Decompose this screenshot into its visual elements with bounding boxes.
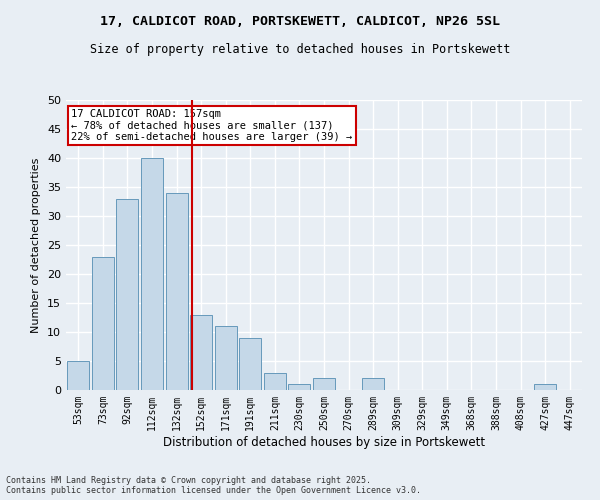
Bar	[264, 372, 286, 390]
Text: 17, CALDICOT ROAD, PORTSKEWETT, CALDICOT, NP26 5SL: 17, CALDICOT ROAD, PORTSKEWETT, CALDICOT…	[100, 15, 500, 28]
Bar	[67, 361, 89, 390]
Bar	[190, 314, 212, 390]
Bar	[313, 378, 335, 390]
Bar	[289, 384, 310, 390]
Bar	[116, 198, 139, 390]
Bar	[92, 256, 114, 390]
Text: Size of property relative to detached houses in Portskewett: Size of property relative to detached ho…	[90, 42, 510, 56]
Bar	[534, 384, 556, 390]
Y-axis label: Number of detached properties: Number of detached properties	[31, 158, 41, 332]
Text: 17 CALDICOT ROAD: 157sqm
← 78% of detached houses are smaller (137)
22% of semi-: 17 CALDICOT ROAD: 157sqm ← 78% of detach…	[71, 108, 352, 142]
Bar	[166, 193, 188, 390]
Text: Contains HM Land Registry data © Crown copyright and database right 2025.
Contai: Contains HM Land Registry data © Crown c…	[6, 476, 421, 495]
X-axis label: Distribution of detached houses by size in Portskewett: Distribution of detached houses by size …	[163, 436, 485, 448]
Bar	[141, 158, 163, 390]
Bar	[215, 326, 237, 390]
Bar	[362, 378, 384, 390]
Bar	[239, 338, 262, 390]
